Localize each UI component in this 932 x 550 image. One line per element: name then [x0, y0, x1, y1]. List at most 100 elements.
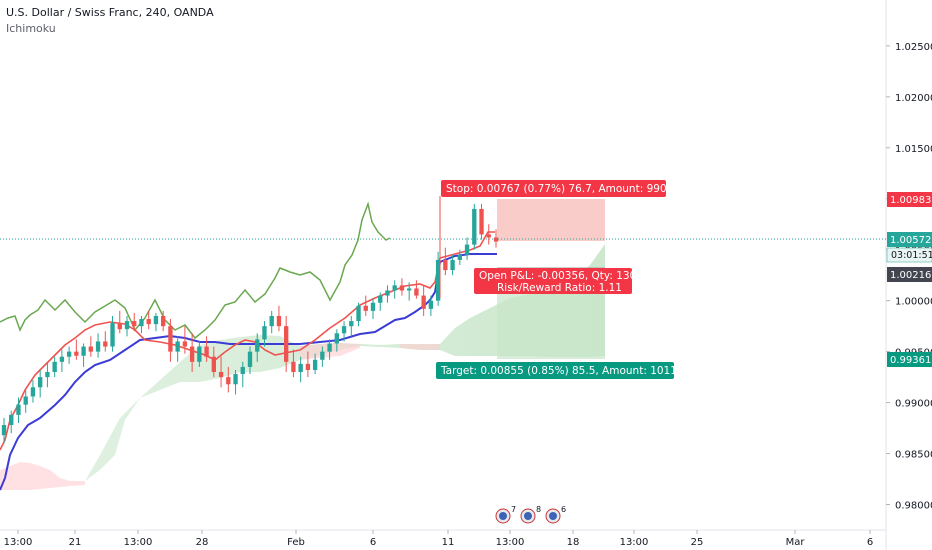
candle-body	[139, 319, 144, 327]
time-tick-label: 11	[442, 537, 455, 548]
candle	[74, 339, 79, 360]
candle	[204, 336, 209, 362]
candle-body	[399, 285, 405, 291]
candle	[370, 298, 376, 320]
time-tick-label: 13:00	[496, 537, 525, 548]
candle-body	[175, 341, 180, 352]
candle-body	[95, 341, 101, 352]
candle-body	[247, 351, 253, 367]
time-tick-label: 13:00	[124, 537, 153, 548]
candle-body	[363, 305, 368, 311]
candle	[255, 333, 260, 362]
candle	[175, 336, 180, 362]
candle-body	[103, 341, 108, 347]
candle	[305, 351, 311, 378]
candle	[464, 237, 470, 260]
candle-body	[291, 361, 296, 373]
candle-body	[197, 346, 202, 362]
candle	[88, 336, 93, 357]
candles	[1, 196, 499, 444]
candle	[276, 305, 282, 332]
candle	[298, 356, 303, 383]
candle	[197, 341, 202, 367]
kumo-bear-right	[400, 344, 440, 350]
stop-zone[interactable]	[497, 199, 605, 241]
candle-body	[312, 359, 318, 370]
candle-body	[146, 319, 151, 325]
candle-body	[443, 259, 448, 271]
candle-body	[428, 300, 434, 309]
svg-text:1.00216: 1.00216	[890, 270, 931, 281]
stop-label: Stop: 0.00767 (0.77%) 76.7, Amount: 990.…	[446, 183, 683, 195]
event-count-3: 6	[561, 505, 566, 514]
candle	[45, 361, 50, 388]
candle-body	[204, 346, 209, 357]
candle	[291, 349, 296, 378]
candle	[161, 310, 166, 332]
candle-body	[479, 208, 484, 235]
stop-label-group[interactable]: Stop: 0.00767 (0.77%) 76.7, Amount: 990.…	[441, 180, 683, 197]
candle-body	[23, 396, 28, 405]
candle	[189, 333, 195, 373]
candle-body	[392, 285, 397, 291]
candle-body	[1, 425, 7, 436]
candle	[103, 331, 108, 352]
candle	[59, 349, 65, 373]
time-tick-label: 6	[867, 537, 873, 548]
candle	[472, 203, 477, 250]
candle	[218, 356, 224, 388]
candle-body	[52, 361, 57, 373]
price-tick-label: 0.98000	[895, 501, 932, 512]
candle	[378, 292, 383, 311]
symbol-title[interactable]: U.S. Dollar / Swiss Franc, 240, OANDA	[6, 6, 214, 19]
economic-event-3[interactable]: 6	[545, 505, 566, 524]
candle-body	[226, 377, 231, 385]
pnl-label-group[interactable]: Open P&L: -0.00356, Qty: 1303 Risk/Rewar…	[474, 268, 643, 294]
candle	[385, 285, 390, 303]
pnl-label: Open P&L: -0.00356, Qty: 1303	[479, 270, 643, 282]
candle-body	[45, 372, 50, 378]
candle	[284, 315, 289, 373]
kumo-bear-left	[0, 462, 85, 490]
candle	[363, 295, 368, 316]
time-tick-label: 25	[691, 537, 704, 548]
event-count-2: 8	[536, 505, 541, 514]
indicator-label[interactable]: Ichimoku	[6, 22, 56, 35]
candle-body	[414, 288, 419, 296]
candle-body	[211, 356, 216, 373]
candle	[30, 380, 36, 403]
svg-text:0.99361: 0.99361	[890, 355, 931, 366]
candle	[443, 247, 448, 276]
candle	[52, 356, 57, 378]
candle-body	[161, 315, 166, 327]
candle-body	[385, 290, 390, 296]
candle-body	[255, 339, 260, 352]
target-label-group[interactable]: Target: 0.00855 (0.85%) 85.5, Amount: 10…	[436, 362, 694, 379]
candle-body	[298, 363, 303, 373]
target-label: Target: 0.00855 (0.85%) 85.5, Amount: 10…	[440, 365, 694, 377]
candle	[23, 390, 28, 413]
candle-body	[30, 387, 36, 397]
candle	[262, 321, 267, 347]
candle-body	[132, 321, 137, 327]
candle-body	[457, 254, 462, 260]
candle	[399, 278, 405, 296]
candle-body	[349, 321, 354, 327]
candle-body	[356, 305, 361, 322]
candle	[341, 321, 347, 342]
economic-event-2[interactable]: 8	[520, 505, 541, 524]
candle	[334, 329, 339, 352]
candle	[182, 326, 188, 354]
candle	[146, 310, 151, 330]
candle-body	[421, 295, 426, 309]
candle	[16, 397, 21, 423]
candle	[9, 410, 14, 434]
candle	[479, 203, 484, 240]
economic-event-1[interactable]: 7	[495, 505, 516, 524]
candle-body	[269, 315, 274, 327]
price-tick-label: 1.01500	[895, 144, 932, 155]
time-tick-label: 21	[69, 537, 82, 548]
